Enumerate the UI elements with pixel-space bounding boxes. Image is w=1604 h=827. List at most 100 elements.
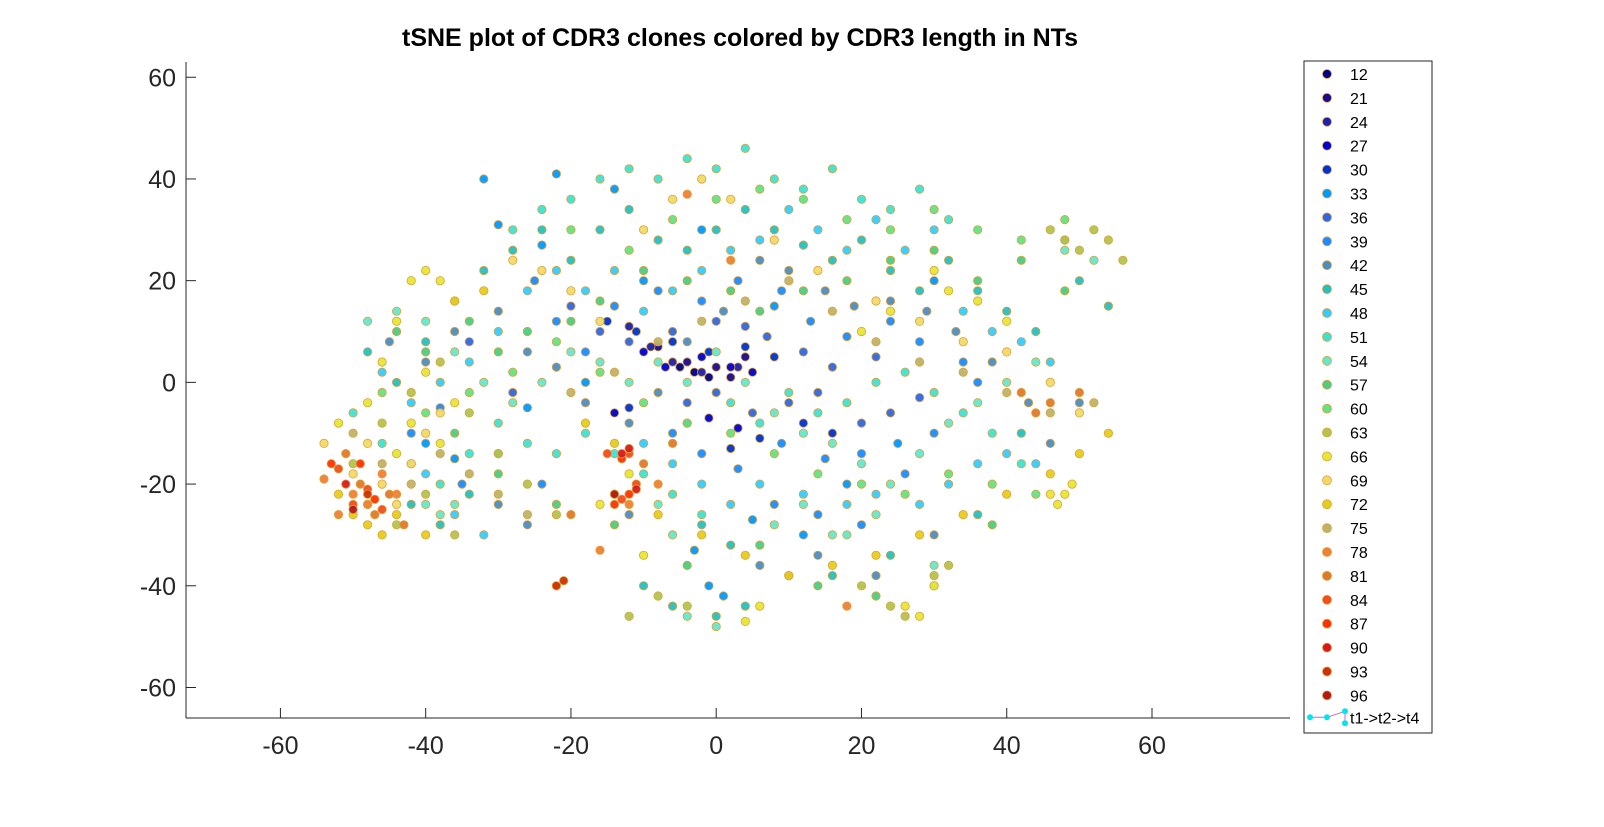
point-66-3 (391, 448, 402, 459)
point-69-8 (508, 255, 518, 265)
point-36-4 (711, 316, 721, 326)
point-51-38 (914, 184, 925, 194)
point-63-1 (377, 418, 387, 428)
point-48-35 (914, 499, 925, 509)
legend-marker-57 (1322, 379, 1332, 390)
point-48-21 (987, 326, 997, 337)
legend[interactable]: 12 21 24 27 30 33 36 39 42 45 48 51 54 57 60 63 66 69 72 75… (1303, 60, 1433, 734)
point-81-6 (638, 459, 649, 469)
point-45-25 (406, 499, 416, 509)
point-81-2 (370, 509, 380, 520)
point-24-2 (667, 357, 678, 367)
point-45-19 (914, 286, 925, 296)
point-81-4 (399, 520, 409, 530)
point-93-1 (551, 581, 562, 591)
point-42-24 (871, 570, 881, 581)
x-tick-label: 20 (848, 732, 876, 760)
point-66-4 (406, 418, 416, 428)
point-48-25 (450, 509, 460, 520)
point-72-5 (421, 530, 431, 540)
point-69-13 (667, 194, 678, 204)
point-42-11 (755, 255, 765, 265)
x-tick-label: 0 (709, 732, 723, 760)
legend-label-81: 81 (1350, 569, 1368, 586)
point-21-4 (740, 352, 750, 362)
point-66-13 (1060, 489, 1070, 499)
point-45-1 (391, 377, 402, 387)
point-27-4 (747, 367, 758, 377)
point-33-15 (798, 530, 809, 540)
point-69-11 (595, 316, 605, 326)
point-60-25 (973, 225, 983, 235)
point-90-2 (617, 448, 627, 459)
point-66-9 (421, 265, 431, 276)
series-36 (464, 301, 925, 428)
point-48-31 (755, 479, 765, 489)
point-51-25 (537, 204, 547, 215)
point-51-36 (856, 194, 867, 204)
point-54-32 (871, 509, 881, 520)
point-69-7 (435, 408, 445, 418)
point-72-14 (827, 560, 838, 571)
point-39-8 (805, 316, 816, 326)
point-48-37 (973, 459, 983, 469)
point-75-12 (784, 276, 794, 286)
point-60-9 (769, 448, 779, 459)
point-60-4 (551, 337, 562, 347)
point-63-20 (1089, 225, 1099, 235)
point-45-22 (1002, 306, 1012, 316)
point-72-17 (958, 509, 968, 520)
legend-label-24: 24 (1350, 115, 1368, 132)
legend-trajectory-line (1310, 710, 1346, 724)
legend-marker-96 (1322, 690, 1332, 701)
point-45-4 (479, 265, 489, 276)
point-66-10 (435, 276, 445, 286)
point-33-10 (704, 581, 714, 591)
point-42-21 (522, 520, 533, 530)
point-60-10 (813, 469, 823, 479)
point-39-25 (973, 377, 983, 387)
point-81-1 (355, 479, 365, 489)
point-33-6 (609, 184, 620, 194)
point-78-0 (319, 474, 329, 484)
point-63-22 (1118, 255, 1128, 265)
point-57-20 (551, 499, 562, 509)
point-30-11 (827, 428, 838, 438)
point-33-9 (689, 545, 700, 555)
point-51-8 (580, 428, 591, 438)
point-69-16 (769, 235, 779, 245)
point-66-19 (1002, 316, 1012, 326)
point-63-12 (856, 581, 867, 591)
point-42-10 (718, 306, 729, 316)
point-36-8 (827, 362, 838, 372)
point-39-17 (856, 448, 867, 459)
point-48-0 (377, 367, 387, 377)
point-57-2 (464, 316, 474, 326)
point-45-9 (624, 204, 634, 215)
point-54-24 (1060, 245, 1070, 255)
point-54-30 (711, 621, 721, 632)
point-66-22 (624, 469, 634, 479)
point-48-28 (667, 459, 678, 469)
point-54-6 (537, 377, 547, 387)
point-75-8 (609, 367, 620, 377)
series-27 (609, 347, 758, 433)
point-78-12 (842, 601, 852, 611)
point-72-19 (1045, 469, 1055, 479)
point-60-5 (595, 367, 605, 377)
point-72-8 (580, 418, 591, 428)
point-72-18 (1002, 489, 1012, 499)
point-51-14 (755, 418, 765, 428)
point-51-17 (842, 398, 852, 408)
legend-marker-87 (1322, 618, 1332, 629)
legend-label-57: 57 (1350, 378, 1368, 395)
point-51-3 (435, 479, 445, 489)
point-57-19 (493, 469, 503, 479)
point-36-17 (914, 392, 925, 403)
point-48-9 (638, 306, 649, 316)
point-33-8 (769, 301, 779, 311)
point-39-9 (842, 331, 852, 342)
point-54-28 (450, 499, 460, 509)
point-66-18 (973, 296, 983, 306)
point-42-7 (624, 418, 634, 428)
